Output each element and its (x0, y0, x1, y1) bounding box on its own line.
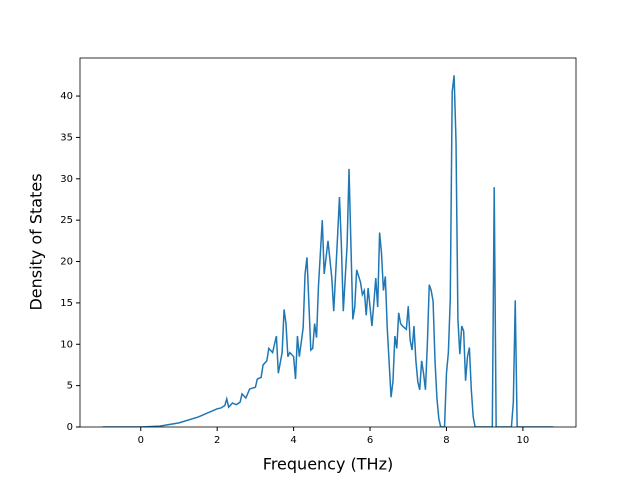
data-line (102, 75, 554, 427)
x-tick-label: 0 (138, 435, 144, 446)
y-axis-label: Density of States (27, 173, 46, 310)
y-tick-label: 5 (67, 381, 73, 392)
x-tick-label: 8 (443, 435, 449, 446)
y-tick-label: 25 (60, 215, 73, 226)
x-axis-label: Frequency (THz) (263, 455, 393, 474)
y-tick-label: 10 (60, 339, 73, 350)
x-tick-label: 2 (214, 435, 220, 446)
y-tick-label: 0 (67, 422, 73, 433)
x-tick-label: 4 (290, 435, 296, 446)
y-tick-label: 40 (60, 91, 73, 102)
y-tick-label: 20 (60, 257, 73, 268)
y-tick-label: 35 (60, 132, 73, 143)
plot-frame (79, 57, 577, 428)
x-tick-label: 10 (517, 435, 530, 446)
y-tick-label: 30 (60, 174, 73, 185)
y-tick-label: 15 (60, 298, 73, 309)
x-tick-label: 6 (367, 435, 373, 446)
